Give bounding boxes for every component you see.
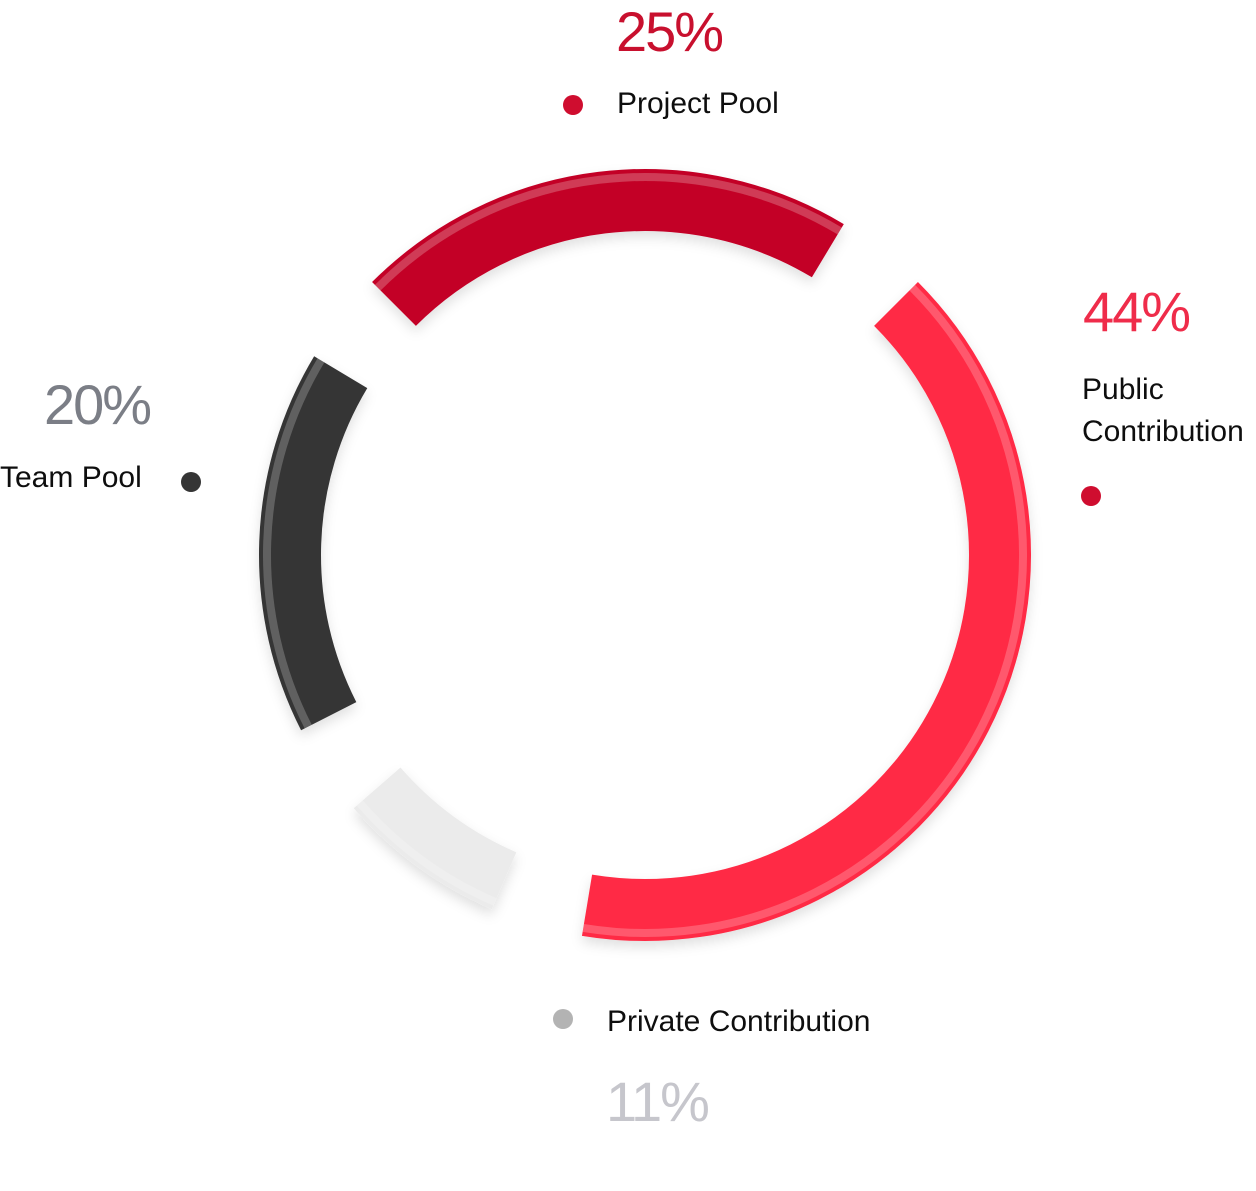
legend-dot-project-pool xyxy=(563,95,583,115)
donut-segment-project-pool xyxy=(372,169,844,327)
legend-label-public-contribution-line2: Contribution xyxy=(1082,415,1244,448)
donut-segment-team-pool xyxy=(259,356,368,731)
donut-segment-public-contribution xyxy=(581,282,1031,941)
legend-label-public-contribution-line1: Public xyxy=(1082,373,1164,406)
donut-segment-highlight-team-pool xyxy=(263,358,325,729)
donut-segment-highlight-private-contribution xyxy=(356,800,497,906)
value-label-project-pool: 25% xyxy=(616,0,724,63)
donut-segment-highlight-project-pool xyxy=(374,173,842,291)
legend-label-project-pool: Project Pool xyxy=(617,87,779,120)
value-label-team-pool: 20% xyxy=(44,373,152,436)
legend-dot-team-pool xyxy=(181,472,201,492)
donut-segment-private-contribution xyxy=(353,767,517,910)
legend-dot-public-contribution xyxy=(1081,486,1101,506)
legend-dot-private-contribution xyxy=(553,1009,573,1029)
donut-segment-highlight-public-contribution xyxy=(582,284,1027,937)
legend-label-private-contribution: Private Contribution xyxy=(607,1005,871,1038)
legend-label-team-pool: Team Pool xyxy=(0,461,142,494)
value-label-public-contribution: 44% xyxy=(1083,280,1191,343)
value-label-private-contribution: 11% xyxy=(606,1070,710,1133)
